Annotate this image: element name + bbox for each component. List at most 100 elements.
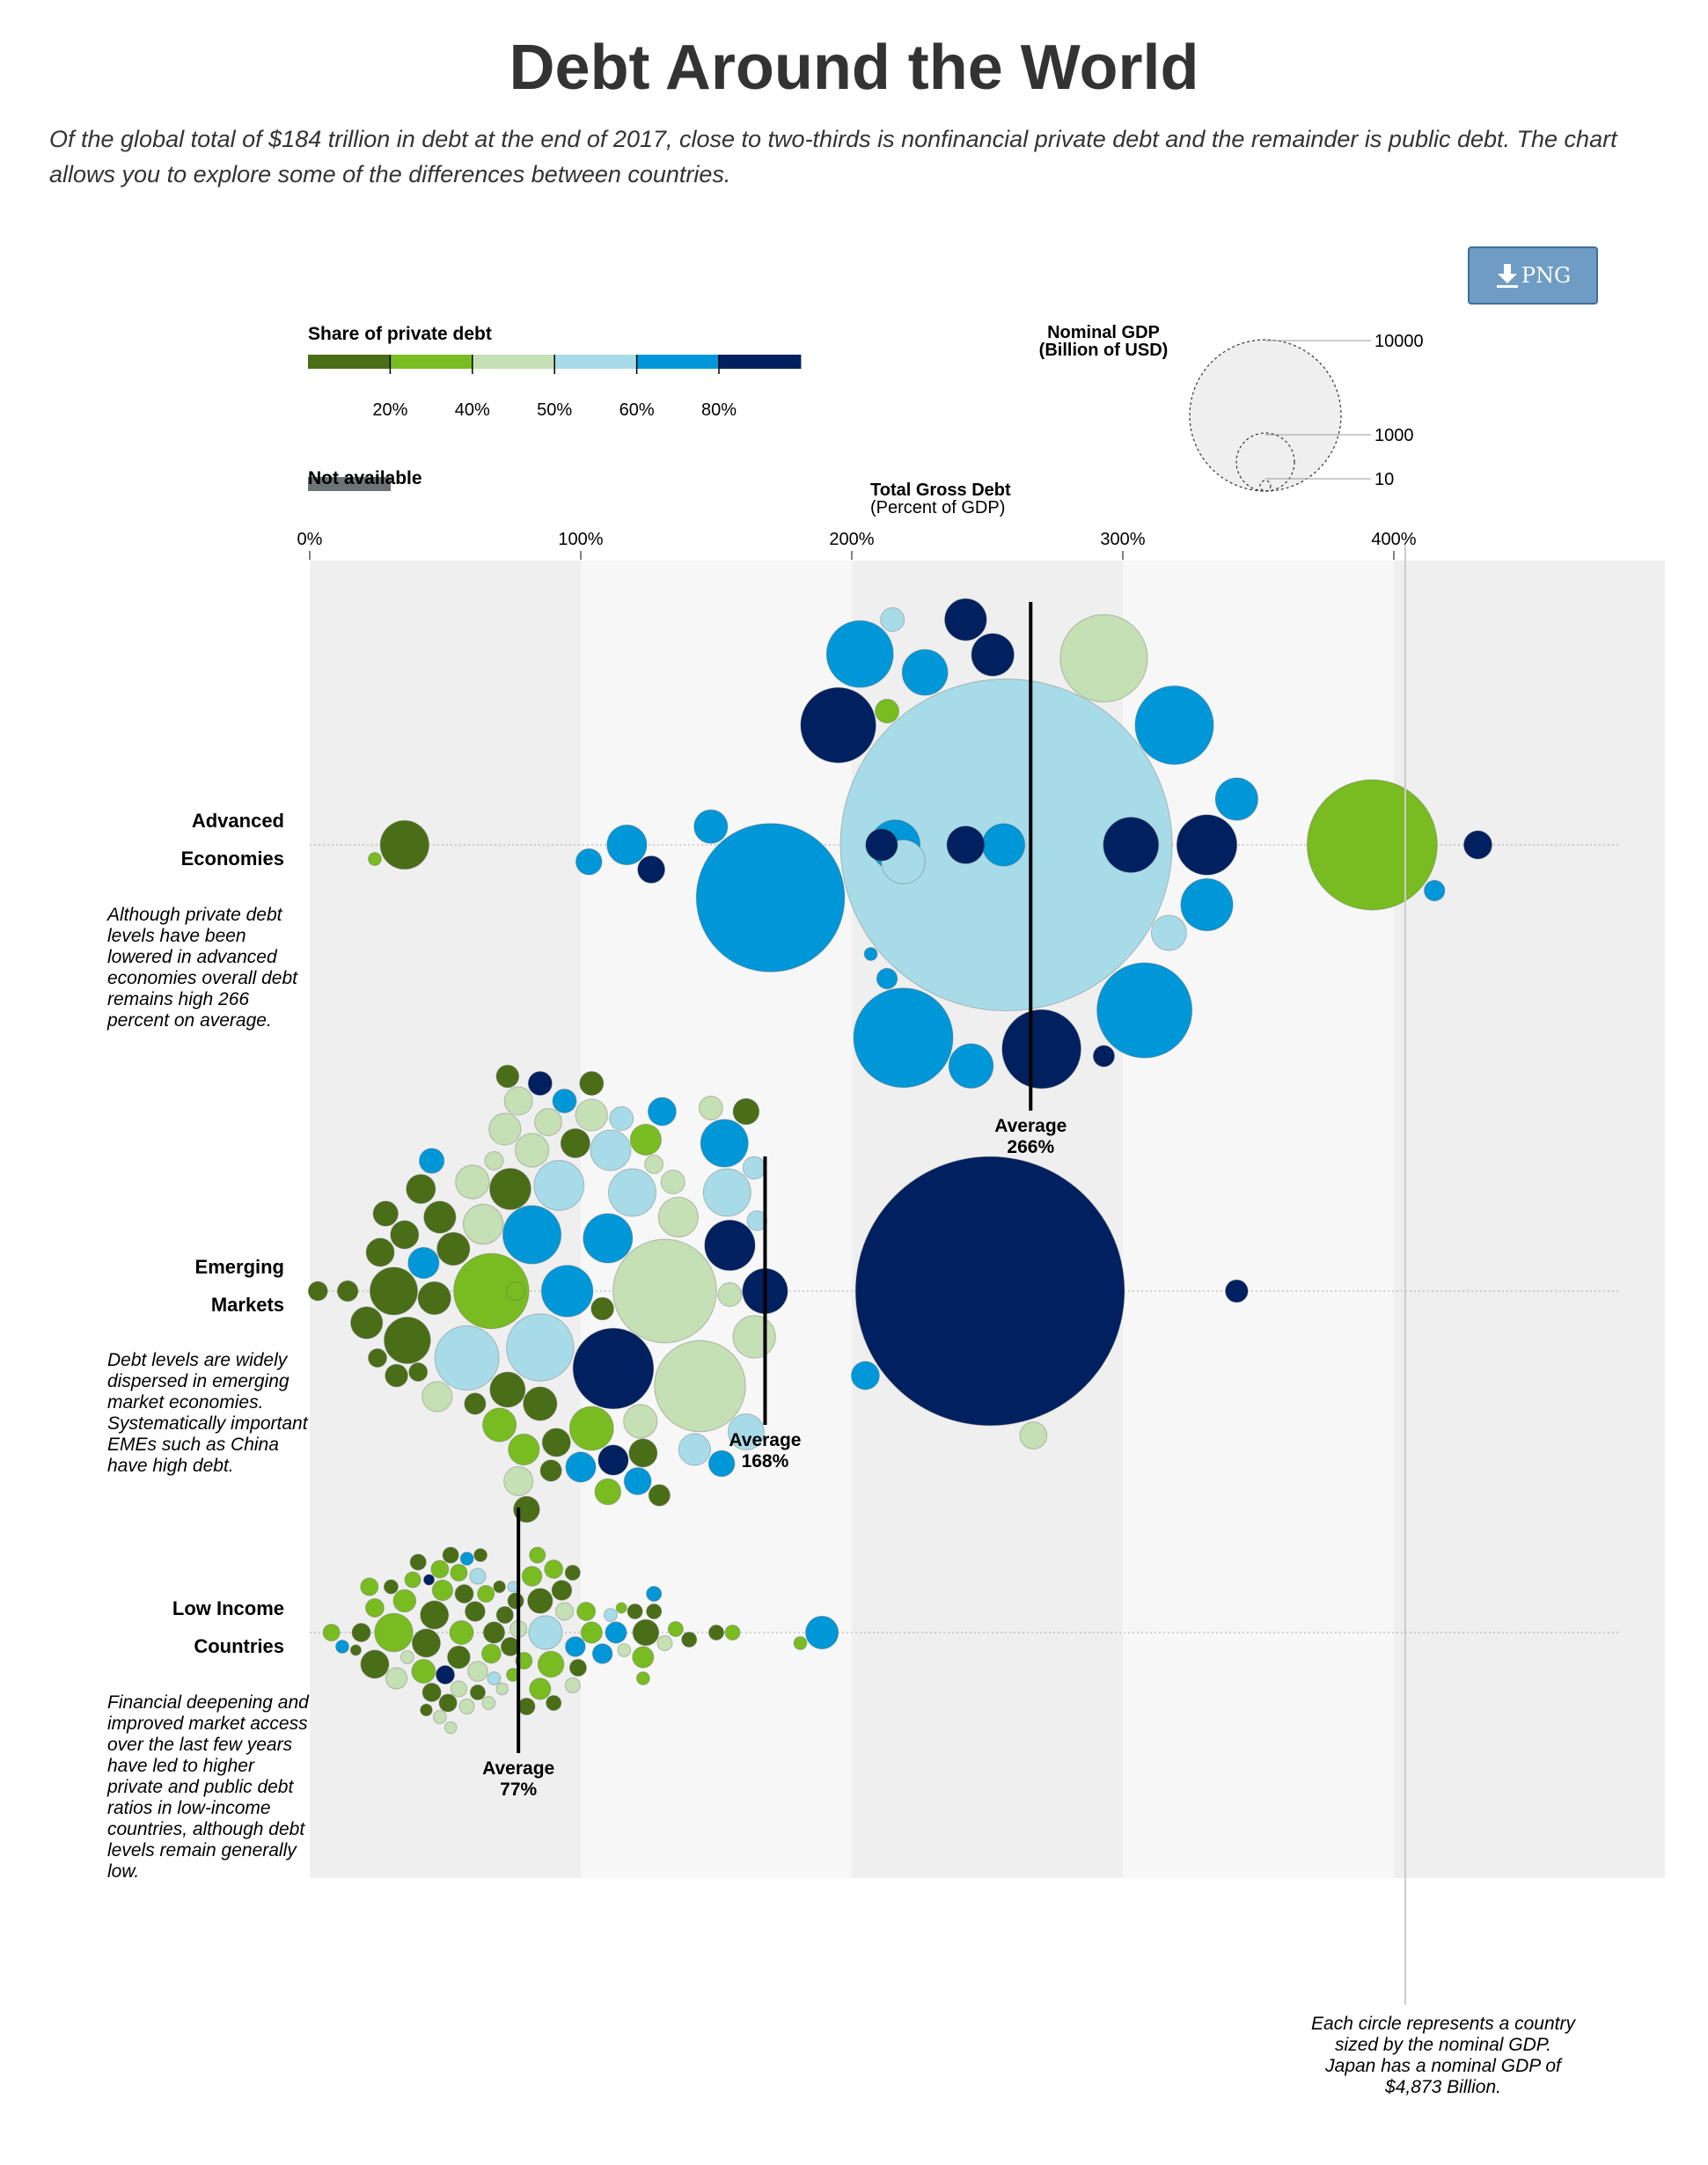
country-bubble[interactable] bbox=[469, 1567, 487, 1585]
country-bubble[interactable] bbox=[576, 1602, 597, 1621]
country-bubble[interactable] bbox=[450, 1680, 467, 1698]
country-bubble[interactable] bbox=[322, 1623, 341, 1642]
country-bubble[interactable] bbox=[384, 1317, 431, 1364]
country-bubble[interactable] bbox=[629, 1123, 663, 1156]
country-bubble[interactable] bbox=[627, 1603, 643, 1620]
country-bubble[interactable] bbox=[503, 1086, 533, 1116]
country-bubble[interactable] bbox=[546, 1694, 562, 1712]
country-bubble[interactable] bbox=[648, 1484, 671, 1507]
country-bubble[interactable] bbox=[464, 1392, 487, 1415]
country-bubble[interactable] bbox=[825, 620, 894, 688]
country-bubble[interactable] bbox=[418, 1148, 445, 1174]
country-bubble[interactable] bbox=[880, 607, 905, 632]
country-bubble[interactable] bbox=[853, 987, 954, 1089]
country-bubble[interactable] bbox=[805, 1615, 839, 1650]
country-bubble[interactable] bbox=[517, 1697, 536, 1716]
country-bubble[interactable] bbox=[523, 1386, 558, 1421]
country-bubble[interactable] bbox=[667, 1620, 684, 1638]
country-bubble[interactable] bbox=[854, 1156, 1125, 1427]
country-bubble[interactable] bbox=[406, 1173, 436, 1205]
country-bubble[interactable] bbox=[948, 1043, 994, 1089]
country-bubble[interactable] bbox=[647, 1097, 677, 1127]
country-bubble[interactable] bbox=[875, 699, 900, 723]
country-bubble[interactable] bbox=[575, 848, 603, 876]
country-bubble[interactable] bbox=[793, 1636, 808, 1650]
country-bubble[interactable] bbox=[454, 1584, 474, 1604]
country-bubble[interactable] bbox=[417, 1281, 451, 1316]
country-bubble[interactable] bbox=[971, 633, 1015, 677]
country-bubble[interactable] bbox=[493, 1580, 506, 1594]
country-bubble[interactable] bbox=[575, 1098, 608, 1132]
country-bubble[interactable] bbox=[484, 1151, 504, 1171]
country-bubble[interactable] bbox=[423, 1200, 457, 1234]
country-bubble[interactable] bbox=[489, 1371, 526, 1408]
country-bubble[interactable] bbox=[1463, 830, 1492, 860]
country-bubble[interactable] bbox=[693, 809, 729, 844]
country-bubble[interactable] bbox=[488, 1112, 522, 1146]
country-bubble[interactable] bbox=[727, 1413, 765, 1450]
country-bubble[interactable] bbox=[420, 1600, 450, 1630]
country-bubble[interactable] bbox=[480, 1643, 502, 1664]
country-bubble[interactable] bbox=[564, 1677, 581, 1694]
country-bubble[interactable] bbox=[459, 1552, 474, 1566]
country-bubble[interactable] bbox=[383, 1579, 399, 1595]
country-bubble[interactable] bbox=[901, 649, 949, 696]
country-bubble[interactable] bbox=[368, 852, 382, 866]
country-bubble[interactable] bbox=[336, 1280, 359, 1303]
country-bubble[interactable] bbox=[432, 1710, 447, 1724]
country-bubble[interactable] bbox=[365, 1237, 395, 1267]
country-bubble[interactable] bbox=[450, 1563, 468, 1582]
country-bubble[interactable] bbox=[508, 1433, 540, 1466]
country-bubble[interactable] bbox=[422, 1574, 436, 1586]
country-bubble[interactable] bbox=[555, 1602, 575, 1621]
country-bubble[interactable] bbox=[447, 1645, 471, 1670]
country-bubble[interactable] bbox=[482, 1407, 517, 1442]
country-bubble[interactable] bbox=[392, 1589, 417, 1613]
country-bubble[interactable] bbox=[1134, 685, 1214, 766]
country-bubble[interactable] bbox=[565, 1636, 586, 1657]
country-bubble[interactable] bbox=[580, 1621, 603, 1644]
country-bubble[interactable] bbox=[506, 1313, 575, 1382]
country-bubble[interactable] bbox=[364, 1598, 385, 1618]
country-bubble[interactable] bbox=[335, 1640, 349, 1654]
country-bubble[interactable] bbox=[411, 1628, 441, 1658]
country-bubble[interactable] bbox=[1180, 877, 1234, 932]
country-bubble[interactable] bbox=[1214, 777, 1259, 821]
country-bubble[interactable] bbox=[360, 1577, 379, 1596]
country-bubble[interactable] bbox=[700, 1119, 749, 1168]
country-bubble[interactable] bbox=[746, 1210, 767, 1231]
country-bubble[interactable] bbox=[436, 1231, 471, 1266]
country-bubble[interactable] bbox=[579, 1071, 605, 1096]
country-bubble[interactable] bbox=[632, 1618, 660, 1647]
country-bubble[interactable] bbox=[591, 1643, 613, 1664]
country-bubble[interactable] bbox=[465, 1601, 486, 1622]
country-bubble[interactable] bbox=[944, 598, 987, 642]
country-bubble[interactable] bbox=[568, 1405, 614, 1451]
country-bubble[interactable] bbox=[702, 1168, 751, 1217]
country-bubble[interactable] bbox=[540, 1265, 594, 1317]
country-bubble[interactable] bbox=[422, 1683, 442, 1702]
country-bubble[interactable] bbox=[495, 1682, 509, 1696]
country-bubble[interactable] bbox=[390, 1220, 420, 1250]
country-bubble[interactable] bbox=[732, 1097, 760, 1126]
country-bubble[interactable] bbox=[434, 1325, 500, 1391]
country-bubble[interactable] bbox=[400, 1650, 414, 1664]
country-bubble[interactable] bbox=[506, 1281, 526, 1301]
country-bubble[interactable] bbox=[603, 1608, 618, 1622]
country-bubble[interactable] bbox=[1059, 613, 1148, 703]
country-bubble[interactable] bbox=[732, 1315, 776, 1359]
country-bubble[interactable] bbox=[946, 826, 986, 864]
country-bubble[interactable] bbox=[597, 1444, 629, 1476]
country-bubble[interactable] bbox=[529, 1546, 546, 1564]
country-bubble[interactable] bbox=[742, 1156, 766, 1180]
country-bubble[interactable] bbox=[408, 1362, 429, 1382]
country-bubble[interactable] bbox=[533, 1160, 585, 1211]
country-bubble[interactable] bbox=[1092, 1045, 1116, 1068]
country-bubble[interactable] bbox=[507, 1592, 524, 1610]
country-bubble[interactable] bbox=[1019, 1421, 1048, 1449]
country-bubble[interactable] bbox=[612, 1238, 717, 1344]
country-bubble[interactable] bbox=[481, 1696, 496, 1710]
country-bubble[interactable] bbox=[534, 1108, 562, 1136]
country-bubble[interactable] bbox=[1225, 1279, 1249, 1303]
country-bubble[interactable] bbox=[527, 1071, 553, 1096]
